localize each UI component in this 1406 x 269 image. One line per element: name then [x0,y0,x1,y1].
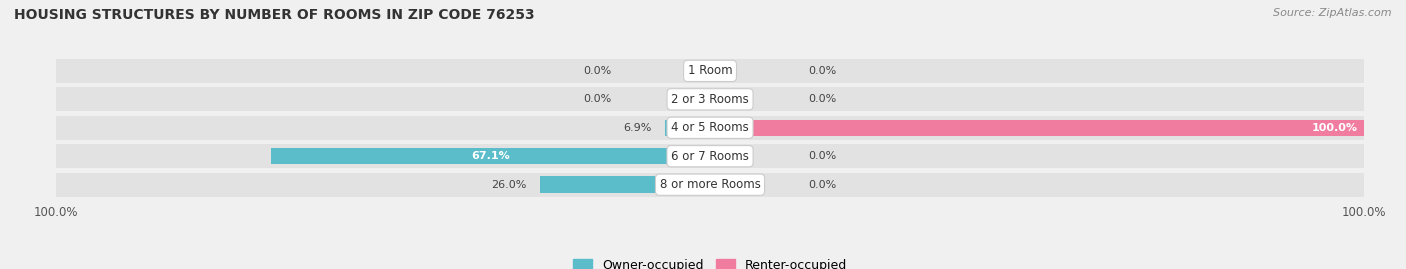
Text: 2 or 3 Rooms: 2 or 3 Rooms [671,93,749,106]
Bar [56,116,1364,140]
Bar [710,176,730,193]
Bar [56,59,1364,83]
Bar [710,119,1364,136]
Text: 0.0%: 0.0% [808,66,837,76]
Text: Source: ZipAtlas.com: Source: ZipAtlas.com [1274,8,1392,18]
Text: 0.0%: 0.0% [583,66,612,76]
Bar [710,63,730,79]
Text: HOUSING STRUCTURES BY NUMBER OF ROOMS IN ZIP CODE 76253: HOUSING STRUCTURES BY NUMBER OF ROOMS IN… [14,8,534,22]
Bar [56,87,1364,111]
Text: 100.0%: 100.0% [1312,123,1357,133]
Text: 0.0%: 0.0% [808,151,837,161]
Bar [690,63,710,79]
Text: 8 or more Rooms: 8 or more Rooms [659,178,761,191]
Text: 6 or 7 Rooms: 6 or 7 Rooms [671,150,749,163]
Bar [690,91,710,108]
Bar [56,173,1364,197]
Text: 67.1%: 67.1% [471,151,510,161]
Legend: Owner-occupied, Renter-occupied: Owner-occupied, Renter-occupied [568,254,852,269]
Text: 0.0%: 0.0% [808,94,837,104]
Bar [540,176,710,193]
Text: 0.0%: 0.0% [808,180,837,190]
Text: 4 or 5 Rooms: 4 or 5 Rooms [671,121,749,134]
Text: 0.0%: 0.0% [583,94,612,104]
Text: 26.0%: 26.0% [492,180,527,190]
Bar [271,148,710,164]
Text: 1 Room: 1 Room [688,64,733,77]
Bar [710,148,730,164]
Bar [56,144,1364,168]
Bar [665,119,710,136]
Text: 6.9%: 6.9% [623,123,652,133]
Bar [710,91,730,108]
